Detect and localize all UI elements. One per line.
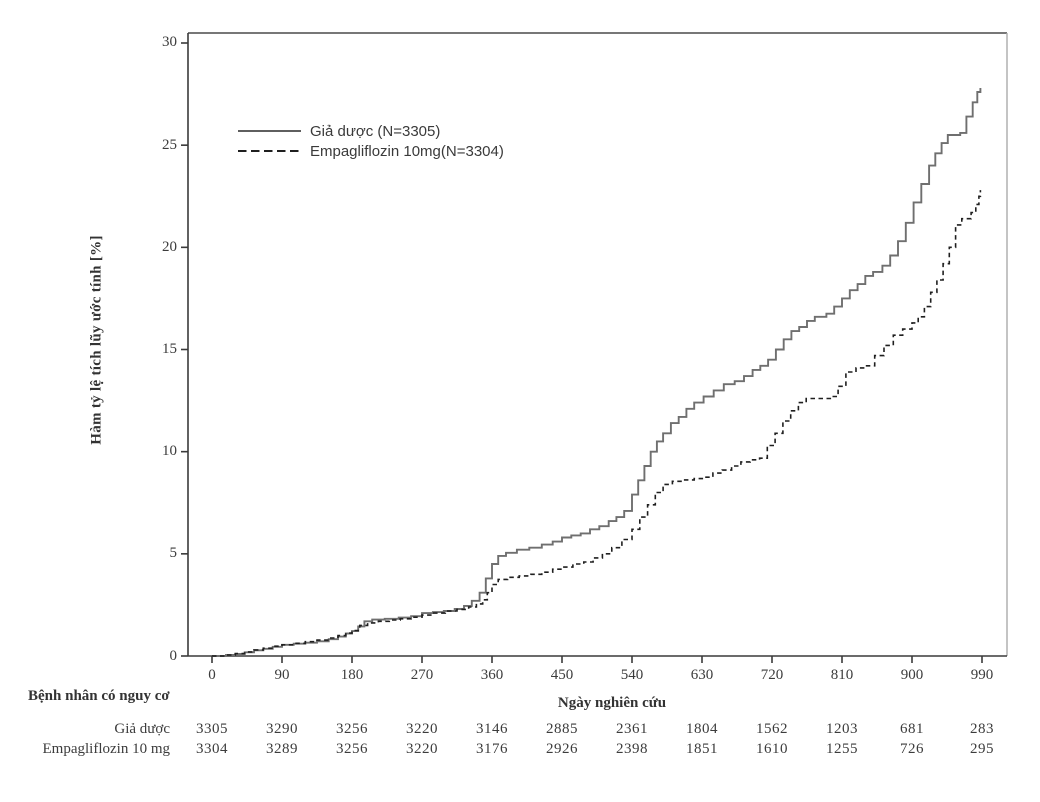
risk-value: 2885 [546,721,578,737]
risk-value: 2926 [546,741,578,757]
x-tick-label: 450 [550,667,574,683]
y-tick-label: 0 [169,648,178,664]
y-tick-label: 30 [162,34,177,50]
x-tick-label: 0 [208,667,216,683]
x-tick-label: 360 [480,667,504,683]
series-placebo-curve [212,88,982,657]
x-tick-label: 540 [620,667,644,683]
risk-value: 1562 [756,721,788,737]
risk-value: 1851 [686,741,718,757]
risk-value: 1804 [686,721,718,737]
risk-value: 3256 [336,721,368,737]
x-tick-label: 90 [274,667,290,683]
risk-row-label-empagliflozin: Empagliflozin 10 mg [42,741,170,757]
risk-value: 681 [900,721,924,737]
risk-value: 3290 [266,721,298,737]
risk-value: 2398 [616,741,648,757]
risk-row-label-placebo: Giả dược [114,721,170,737]
risk-value: 3256 [336,741,368,757]
risk-value: 3220 [406,741,438,757]
x-tick-label: 810 [830,667,854,683]
risk-value: 3220 [406,721,438,737]
risk-value: 3305 [196,721,228,737]
risk-value: 3304 [196,741,228,757]
risk-value: 3289 [266,741,298,757]
x-tick-label: 270 [410,667,434,683]
risk-value: 1610 [756,741,788,757]
x-tick-label: 630 [690,667,714,683]
y-tick-label: 10 [162,443,177,459]
x-tick-label: 720 [760,667,784,683]
y-tick-marks [181,42,188,657]
x-tick-marks [211,656,983,663]
risk-value: 3146 [476,721,508,737]
risk-value: 3176 [476,741,508,757]
x-tick-label: 990 [970,667,994,683]
legend-item-placebo: Giả dược (N=3305) [310,123,441,140]
risk-table-header: Bệnh nhân có nguy cơ [28,688,170,704]
x-tick-label: 180 [340,667,364,683]
risk-value: 726 [900,741,924,757]
risk-value: 2361 [616,721,648,737]
y-axis-title: Hàm tỷ lệ tích lũy ước tính [%] [88,235,105,445]
x-axis-title: Ngày nghiên cứu [557,695,667,711]
y-tick-label: 25 [162,137,177,153]
y-tick-label: 5 [169,545,178,561]
y-tick-label: 20 [162,239,177,255]
legend-item-empagliflozin: Empagliflozin 10mg(N=3304) [310,143,504,160]
series-empagliflozin-curve [212,190,982,657]
risk-value: 1255 [826,741,858,757]
risk-value: 295 [970,741,994,757]
risk-value: 1203 [826,721,858,737]
y-tick-label: 15 [162,341,177,357]
x-tick-label: 900 [900,667,924,683]
risk-value: 283 [970,721,994,737]
